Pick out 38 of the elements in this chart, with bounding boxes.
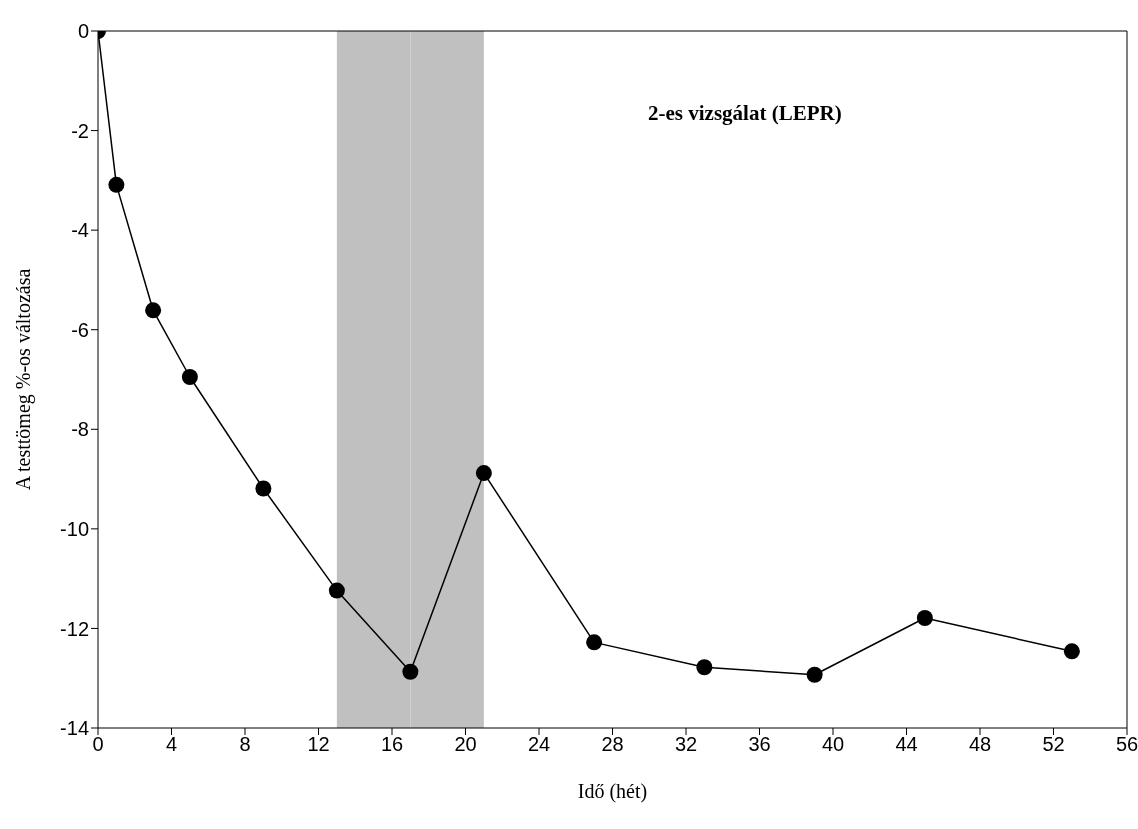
x-tick-label: 48 <box>968 733 992 756</box>
point <box>586 634 603 651</box>
x-tick-label: 4 <box>165 733 178 756</box>
x-tick-label: 32 <box>674 733 698 756</box>
x-tick-label: 8 <box>239 733 251 756</box>
x-tick-label: 16 <box>380 733 404 756</box>
y-tick-label: -12 <box>60 617 89 640</box>
x-tick-label: 0 <box>92 733 104 756</box>
annotation: 2-es vizsgálat (LEPR) <box>648 101 842 126</box>
x-tick-label: 36 <box>748 733 771 756</box>
point <box>806 666 823 683</box>
y-tick-label: -2 <box>71 119 89 142</box>
y-tick-label: -6 <box>71 318 89 341</box>
point <box>916 609 933 626</box>
y-tick-label: 0 <box>77 20 89 43</box>
x-tick-label: 56 <box>1115 733 1138 756</box>
y-tick-label: -4 <box>71 219 89 242</box>
y-tick-label: -10 <box>60 517 89 540</box>
x-tick-label: 20 <box>454 733 477 756</box>
point <box>328 582 345 599</box>
point <box>475 465 492 482</box>
point <box>108 176 125 193</box>
point <box>255 480 272 497</box>
point <box>145 302 162 319</box>
point <box>696 659 713 676</box>
x-tick-label: 24 <box>527 733 551 756</box>
point <box>1063 643 1080 660</box>
point <box>402 663 419 680</box>
x-tick-label: 52 <box>1042 733 1065 756</box>
x-axis-title: Idő (hét) <box>577 780 648 803</box>
x-tick-label: 12 <box>307 733 330 756</box>
point <box>181 369 198 386</box>
y-tick-label: -14 <box>60 717 89 740</box>
y-axis-title: A testtömeg %-os változása <box>12 268 36 491</box>
x-tick-label: 44 <box>895 733 918 756</box>
y-tick-label: -8 <box>71 418 89 441</box>
x-tick-label: 40 <box>821 733 845 756</box>
x-tick-label: 28 <box>601 733 624 756</box>
